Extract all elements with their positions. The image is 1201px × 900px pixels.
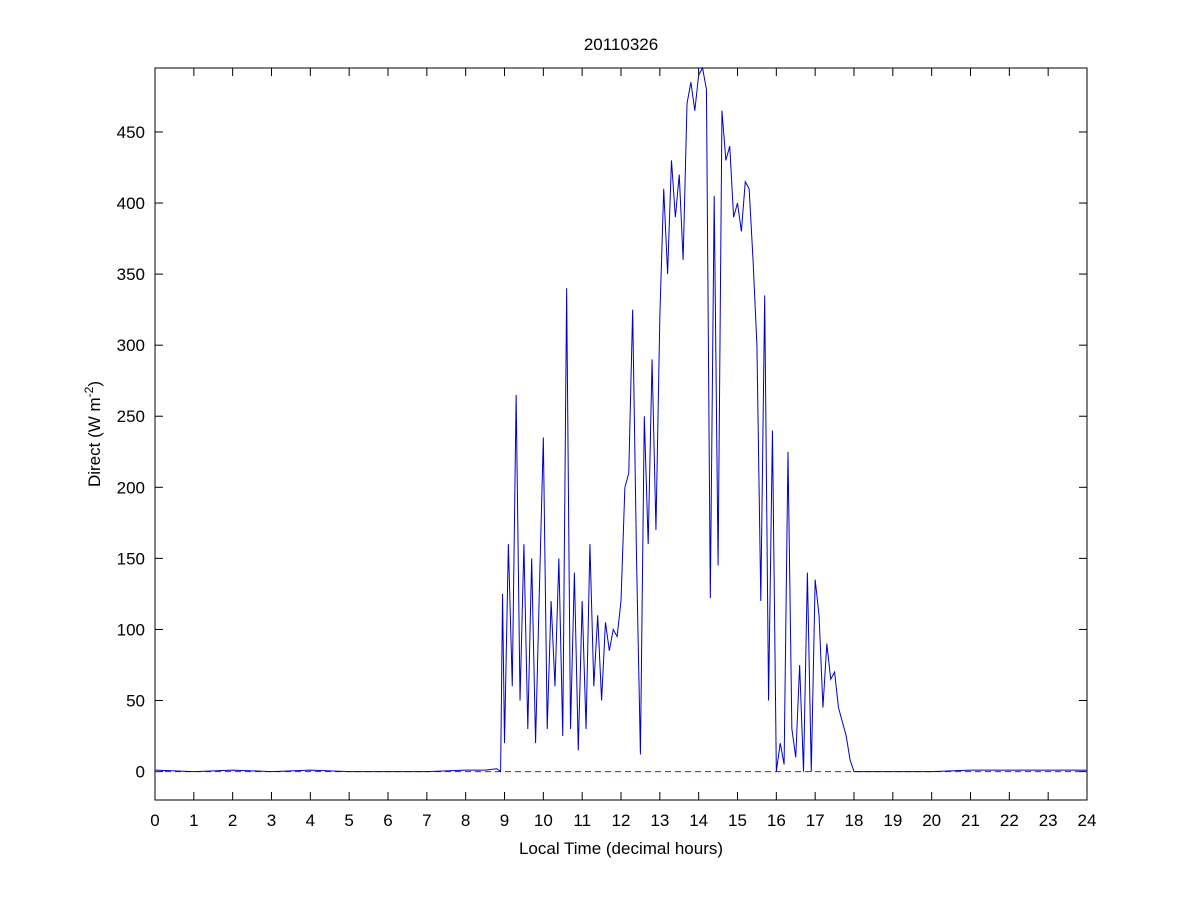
y-tick-label: 100: [117, 620, 145, 639]
x-tick-label: 13: [650, 811, 669, 830]
x-tick-label: 1: [189, 811, 198, 830]
chart-title: 20110326: [584, 35, 658, 54]
x-tick-label: 2: [228, 811, 237, 830]
x-axis-label: Local Time (decimal hours): [519, 839, 723, 858]
x-tick-label: 3: [267, 811, 276, 830]
x-tick-label: 9: [500, 811, 509, 830]
x-tick-label: 17: [806, 811, 825, 830]
x-tick-label: 11: [573, 811, 591, 830]
y-tick-label: 0: [136, 763, 145, 782]
y-tick-label: 50: [126, 692, 145, 711]
x-tick-label: 15: [728, 811, 747, 830]
data-line: [154, 66, 1087, 773]
x-tick-label: 0: [150, 811, 159, 830]
y-axis-label-sup: -2: [82, 386, 96, 397]
x-tick-label: 22: [1000, 811, 1019, 830]
y-tick-label: 400: [117, 194, 145, 213]
x-tick-label: 5: [344, 811, 353, 830]
y-tick-label: 350: [117, 265, 145, 284]
x-tick-label: 20: [922, 811, 941, 830]
y-tick-label: 200: [117, 478, 145, 497]
y-axis-label-suffix: ): [85, 381, 104, 387]
y-tick-label: 250: [117, 407, 145, 426]
x-tick-label: 19: [883, 811, 902, 830]
y-tick-label: 450: [117, 123, 145, 142]
y-tick-label: 150: [117, 549, 145, 568]
x-tick-label: 16: [767, 811, 786, 830]
x-tick-label: 21: [961, 811, 980, 830]
x-tick-label: 4: [306, 811, 315, 830]
x-tick-label: 14: [689, 811, 708, 830]
y-axis-label: Direct (W m-2): [82, 381, 104, 487]
x-tick-label: 18: [845, 811, 864, 830]
y-tick-label: 300: [117, 336, 145, 355]
x-tick-label: 24: [1078, 811, 1097, 830]
x-tick-label: 12: [612, 811, 631, 830]
x-tick-label: 6: [383, 811, 392, 830]
x-tick-label: 7: [422, 811, 431, 830]
x-tick-label: 10: [534, 811, 553, 830]
x-tick-label: 23: [1039, 811, 1058, 830]
y-axis-label-text: Direct (W m: [85, 397, 104, 487]
x-tick-label: 8: [461, 811, 470, 830]
